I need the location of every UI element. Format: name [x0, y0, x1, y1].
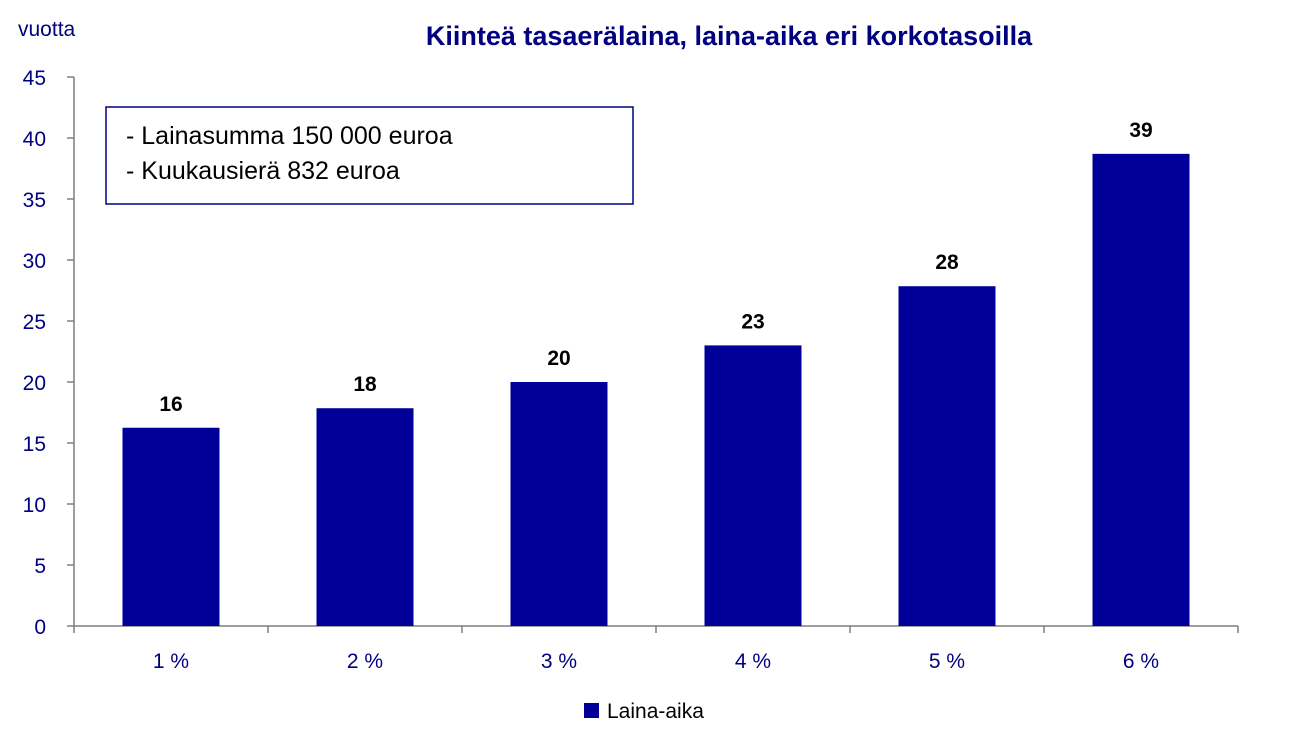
y-tick-label: 15: [23, 433, 46, 456]
x-tick-label: 2 %: [347, 650, 383, 673]
y-tick-label: 40: [23, 128, 46, 151]
bar-value-label: 18: [353, 373, 377, 396]
annotation-box: - Lainasumma 150 000 euroa - Kuukausierä…: [105, 106, 634, 205]
y-tick-label: 10: [23, 494, 46, 517]
bar: [510, 382, 608, 626]
bar: [704, 345, 802, 626]
y-axis: 0 5 10 15 20 25 30 35 40 45: [23, 67, 75, 639]
annotation-border: [105, 106, 634, 205]
bar: [898, 286, 996, 626]
x-tick-label: 6 %: [1123, 650, 1159, 673]
legend-swatch: [584, 703, 599, 718]
x-tick-label: 3 %: [541, 650, 577, 673]
legend-label: Laina-aika: [607, 700, 704, 723]
y-tick-label: 0: [34, 616, 46, 639]
bar-value-label: 23: [741, 310, 764, 333]
bar-value-label: 20: [547, 347, 570, 370]
x-tick-label: 4 %: [735, 650, 771, 673]
bar: [1092, 153, 1190, 627]
y-axis-label: vuotta: [18, 18, 76, 41]
bar: [316, 408, 414, 626]
x-axis: 1 % 2 % 3 % 4 % 5 % 6 %: [73, 625, 1239, 673]
legend: Laina-aika: [584, 700, 704, 723]
y-tick-label: 45: [23, 67, 46, 90]
x-tick-label: 5 %: [929, 650, 965, 673]
annotation-line-1: - Lainasumma 150 000 euroa: [126, 122, 453, 150]
y-tick-label: 25: [23, 311, 46, 334]
bar-value-label: 16: [159, 393, 182, 416]
chart-title: Kiinteä tasaerälaina, laina-aika eri kor…: [426, 21, 1033, 51]
y-tick-label: 30: [23, 250, 46, 273]
bar-value-label: 28: [935, 251, 959, 274]
bar-value-label: 39: [1129, 119, 1152, 142]
data-labels: 16 18 20 23 28 39: [159, 119, 1152, 416]
y-tick-label: 35: [23, 189, 46, 212]
annotation-line-2: - Kuukausierä 832 euroa: [126, 157, 400, 185]
x-tick-label: 1 %: [153, 650, 189, 673]
y-tick-label: 5: [34, 555, 46, 578]
bar: [122, 427, 220, 626]
y-tick-label: 20: [23, 372, 46, 395]
bar-series: [122, 153, 1190, 627]
